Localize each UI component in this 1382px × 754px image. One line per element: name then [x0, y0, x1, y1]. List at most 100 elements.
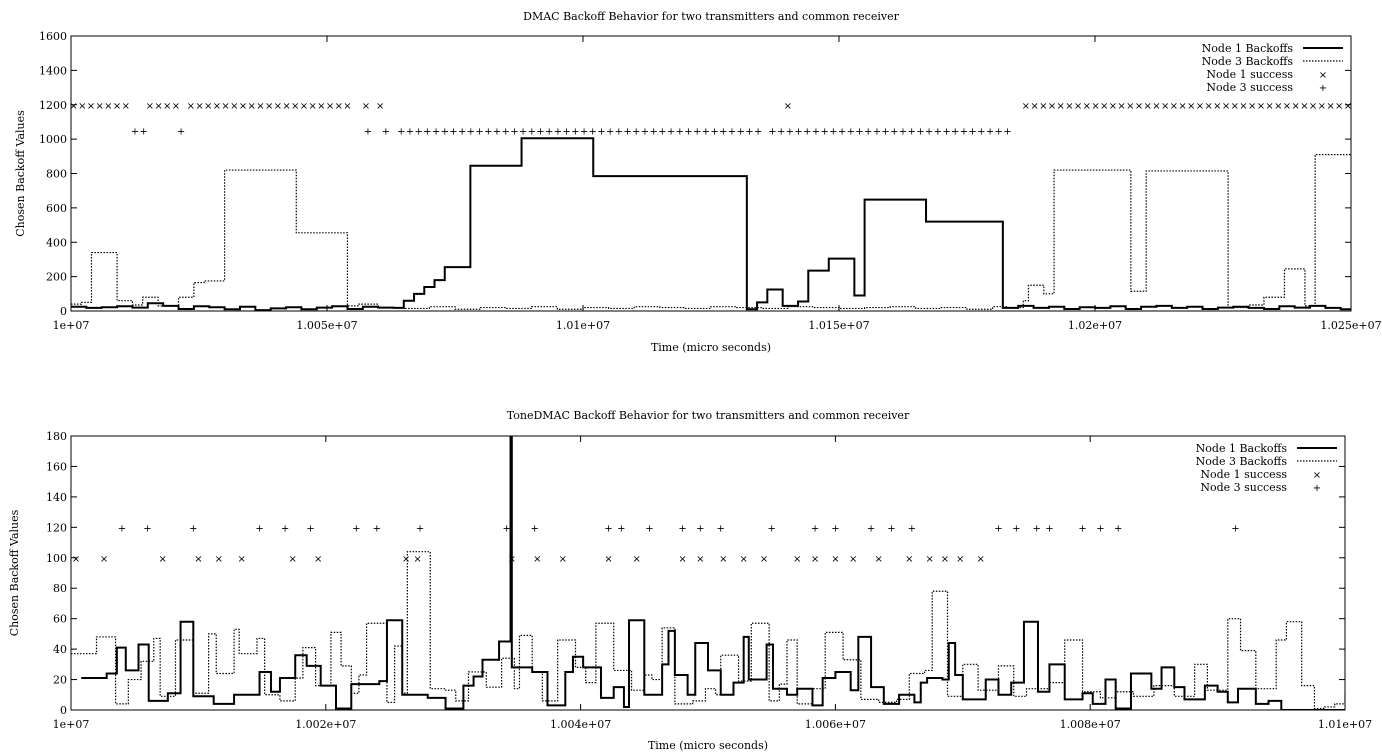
series-point-node-3-success: +: [397, 127, 405, 138]
series-point-node-1-success: ×: [1022, 101, 1030, 112]
series-point-node-1-success: ×: [274, 101, 282, 112]
series-point-node-1-success: ×: [195, 101, 203, 112]
series-point-node-3-success: +: [847, 127, 855, 138]
series-point-node-3-success: +: [432, 127, 440, 138]
y-tick-label: 160: [46, 460, 67, 473]
series-point-node-1-success: ×: [533, 554, 541, 565]
series-point-node-3-success: +: [951, 127, 959, 138]
series-point-node-3-success: +: [794, 127, 802, 138]
series-point-node-3-success: +: [177, 127, 185, 138]
legend-label-node-1-success: Node 1 success: [1200, 468, 1287, 481]
series-point-node-3-success: +: [1032, 523, 1040, 534]
series-point-node-1-success: ×: [1292, 101, 1300, 112]
series-point-node-3-success: +: [1078, 523, 1086, 534]
y-axis-label: Chosen Backoff Values: [8, 509, 21, 636]
series-point-node-1-success: ×: [1283, 101, 1291, 112]
series-point-node-1-success: ×: [1265, 101, 1273, 112]
series-point-node-1-success: ×: [248, 101, 256, 112]
series-point-node-3-success: +: [678, 523, 686, 534]
y-tick-label: 80: [53, 582, 67, 595]
series-point-node-3-success: +: [811, 523, 819, 534]
series-point-node-1-success: ×: [163, 101, 171, 112]
legend-swatch-node-3-success: +: [1319, 83, 1327, 94]
series-point-node-1-success: ×: [230, 101, 238, 112]
series-point-node-3-success: +: [1231, 523, 1239, 534]
y-tick-label: 800: [46, 168, 67, 181]
series-point-node-1-success: ×: [376, 101, 384, 112]
series-point-node-3-success: +: [908, 127, 916, 138]
series-point-node-1-success: ×: [1300, 101, 1308, 112]
series-point-node-3-success: +: [597, 127, 605, 138]
series-point-node-3-success: +: [281, 523, 289, 534]
y-axis-label: Chosen Backoff Values: [14, 110, 27, 237]
series-point-node-1-success: ×: [1257, 101, 1265, 112]
series-point-node-3-success: +: [768, 523, 776, 534]
series-point-node-3-success: +: [623, 127, 631, 138]
chart-title: ToneDMAC Backoff Behavior for two transm…: [507, 409, 910, 422]
series-point-node-3-success: +: [441, 127, 449, 138]
series-point-node-3-success: +: [589, 127, 597, 138]
series-point-node-3-success: +: [554, 127, 562, 138]
series-point-node-3-success: +: [414, 127, 422, 138]
series-point-node-1-success: ×: [335, 101, 343, 112]
y-tick-label: 0: [60, 704, 67, 717]
series-point-node-3-success: +: [977, 127, 985, 138]
x-tick-label: 1.01e+07: [556, 319, 610, 332]
series-point-node-3-success: +: [994, 523, 1002, 534]
series-point-node-1-success: ×: [739, 554, 747, 565]
series-point-node-3-success: +: [604, 523, 612, 534]
series-point-node-3-success: +: [617, 523, 625, 534]
series-point-node-1-success: ×: [976, 554, 984, 565]
y-tick-label: 600: [46, 202, 67, 215]
series-point-node-3-success: +: [812, 127, 820, 138]
series-point-node-3-success: +: [745, 127, 753, 138]
series-point-node-3-success: +: [1012, 523, 1020, 534]
x-tick-label: 1e+07: [53, 718, 90, 731]
series-point-node-3-success: +: [934, 127, 942, 138]
series-point-node-1-success: ×: [1065, 101, 1073, 112]
series-point-node-1-success: ×: [288, 554, 296, 565]
series-point-node-1-success: ×: [69, 101, 77, 112]
legend-swatch-node-1-success: ×: [1313, 470, 1321, 481]
series-point-node-3-success: +: [1114, 523, 1122, 534]
series-point-node-1-success: ×: [362, 101, 370, 112]
series-point-node-1-success: ×: [314, 554, 322, 565]
series-point-node-1-success: ×: [221, 101, 229, 112]
series-point-node-1-success: ×: [1335, 101, 1343, 112]
series-point-node-1-success: ×: [239, 101, 247, 112]
series-point-node-3-success: +: [406, 127, 414, 138]
series-point-node-3-success: +: [803, 127, 811, 138]
series-point-node-1-success: ×: [187, 101, 195, 112]
series-point-node-1-success: ×: [104, 101, 112, 112]
y-tick-label: 180: [46, 430, 67, 443]
series-point-node-3-success: +: [484, 127, 492, 138]
series-point-node-3-success: +: [536, 127, 544, 138]
series-point-node-3-success: +: [831, 523, 839, 534]
series-point-node-1-success: ×: [402, 554, 410, 565]
y-tick-label: 1600: [39, 30, 67, 43]
series-point-node-3-success: +: [719, 127, 727, 138]
y-tick-label: 40: [53, 643, 67, 656]
y-tick-label: 1200: [39, 99, 67, 112]
chart-tonedmac: ToneDMAC Backoff Behavior for two transm…: [8, 409, 1372, 752]
series-point-node-1-success: ×: [1126, 101, 1134, 112]
series-point-node-3-success: +: [676, 127, 684, 138]
series-point-node-1-success: ×: [1048, 101, 1056, 112]
series-point-node-1-success: ×: [343, 101, 351, 112]
series-point-node-3-success: +: [467, 127, 475, 138]
series-point-node-1-success: ×: [1231, 101, 1239, 112]
series-point-node-3-success: +: [887, 523, 895, 534]
series-point-node-3-success: +: [873, 127, 881, 138]
legend-label-node-3-success: Node 3 success: [1200, 481, 1287, 494]
series-point-node-1-success: ×: [1135, 101, 1143, 112]
series-point-node-1-success: ×: [1074, 101, 1082, 112]
series-point-node-1-success: ×: [925, 554, 933, 565]
series-point-node-3-success: +: [855, 127, 863, 138]
series-point-node-3-success: +: [890, 127, 898, 138]
series-point-node-3-success: +: [1045, 523, 1053, 534]
series-point-node-1-success: ×: [1083, 101, 1091, 112]
series-point-node-3-success: +: [562, 127, 570, 138]
series-point-node-3-success: +: [693, 127, 701, 138]
series-point-node-1-success: ×: [941, 554, 949, 565]
series-point-node-3-success: +: [916, 127, 924, 138]
